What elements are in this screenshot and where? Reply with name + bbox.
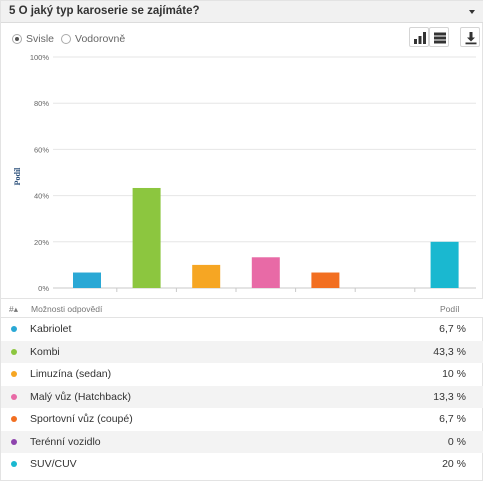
bar-chart-icon (414, 32, 426, 44)
legend-dot-icon (11, 326, 17, 332)
answer-share: 0 % (447, 435, 466, 448)
table-row: Kombi 43,3 % (1, 340, 483, 363)
legend-dot-icon (11, 348, 17, 355)
y-tick-label: 60% (34, 145, 49, 154)
bar (132, 187, 161, 288)
table-row: Terénní vozidlo 0 % (1, 430, 483, 453)
answer-share: 13,3 % (433, 390, 466, 403)
answer-label: Terénní vozidlo (30, 435, 101, 448)
table-row: Malý vůz (Hatchback) 13,3 % (1, 385, 483, 408)
answer-label: SUV/CUV (30, 458, 77, 470)
legend-dot-icon (11, 393, 17, 400)
orientation-label-vertical: Svisle (26, 33, 55, 45)
bar (73, 272, 101, 288)
download-icon (465, 32, 477, 45)
orientation-option-horizontal[interactable]: Vodorovně (61, 33, 125, 45)
answer-share: 10 % (442, 368, 466, 380)
table-row: Sportovní vůz (coupé) 6,7 % (1, 408, 483, 431)
column-header-share[interactable]: Podíl (440, 304, 460, 314)
bar-chart: 0% 20% 40% 60% 80% 100% Podíl (13, 53, 476, 293)
results-table: #▴ Možnosti odpovědí Podíl Kabriolet 6,7 … (1, 298, 483, 476)
column-header-index[interactable]: #▴ (9, 304, 18, 314)
answer-label: Kombi (30, 345, 60, 358)
table-row: Kabriolet 6,7 % (1, 318, 483, 341)
orientation-label-horizontal: Vodorovně (75, 33, 126, 45)
question-title: 5 O jaký typ karoserie se zajímáte? (9, 5, 200, 17)
legend-dot-icon (11, 438, 17, 445)
answer-label: Kabriolet (30, 323, 72, 335)
y-axis-label: Podíl (13, 167, 22, 186)
answer-share: 43,3 % (433, 345, 466, 358)
y-tick-label: 20% (34, 238, 49, 247)
answer-share: 6,7 % (439, 323, 466, 335)
table-row: SUV/CUV 20 % (1, 453, 483, 476)
table-view-button[interactable] (429, 27, 449, 47)
table-header: #▴ Možnosti odpovědí Podíl (1, 298, 483, 318)
question-header[interactable]: 5 O jaký typ karoserie se zajímáte? (1, 1, 483, 23)
download-button[interactable] (460, 27, 480, 47)
y-tick-label: 40% (34, 192, 49, 201)
orientation-toggle: Svisle Vodorovně (12, 32, 132, 46)
answer-share: 20 % (442, 458, 466, 470)
answer-share: 6,7 % (439, 413, 466, 425)
table-body: Kabriolet 6,7 % Kombi 43,3 % Limuzína (sedan… (1, 318, 483, 476)
table-row: Limuzína (sedan) 10 % (1, 363, 483, 386)
legend-dot-icon (11, 461, 17, 467)
legend-dot-icon (11, 371, 17, 377)
orientation-option-vertical[interactable]: Svisle (12, 33, 54, 45)
radio-vertical[interactable] (12, 34, 22, 44)
radio-horizontal[interactable] (61, 34, 72, 44)
bar (311, 272, 340, 288)
bar (192, 264, 221, 288)
bar (430, 241, 459, 288)
answer-label: Limuzína (sedan) (30, 368, 112, 380)
table-view-icon (434, 32, 446, 44)
y-tick-label: 0% (38, 284, 49, 293)
chevron-down-icon[interactable] (469, 10, 475, 14)
answer-label: Malý vůz (Hatchback) (30, 390, 131, 403)
legend-dot-icon (11, 416, 17, 422)
chart-view-button[interactable] (409, 27, 429, 47)
column-header-answer[interactable]: Možnosti odpovědí (31, 304, 103, 314)
answer-label: Sportovní vůz (coupé) (30, 413, 133, 425)
y-tick-label: 100% (30, 53, 50, 62)
y-tick-label: 80% (34, 99, 49, 108)
bar (251, 257, 280, 288)
